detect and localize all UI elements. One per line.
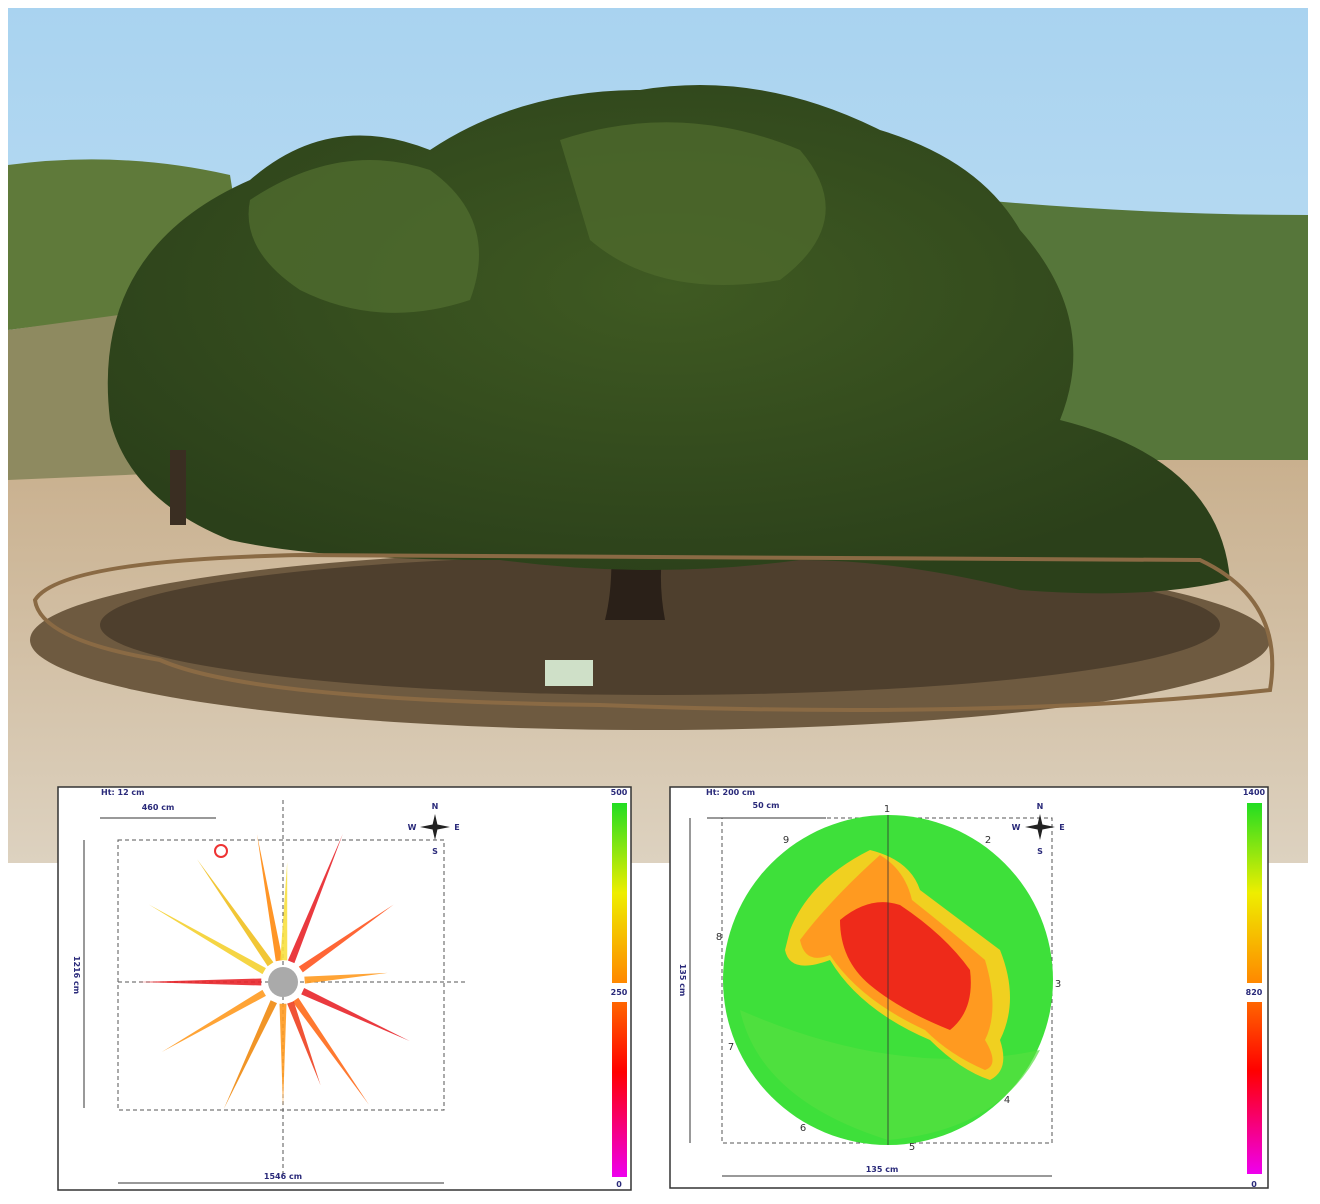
star-spike xyxy=(161,989,266,1052)
y-dimension: 1216 cm xyxy=(72,956,81,994)
star-spike xyxy=(256,834,283,962)
sensor-label: 9 xyxy=(783,835,789,846)
x-dimension: 135 cm xyxy=(866,1165,899,1174)
scale-label: 50 cm xyxy=(753,801,780,810)
height-label: Ht: 200 cm xyxy=(706,788,755,797)
sensor-labels: 1 2 3 4 5 6 7 8 9 xyxy=(716,804,1061,1153)
legend-label: 250 xyxy=(611,988,628,997)
compass-n: N xyxy=(432,802,439,811)
star-spike xyxy=(301,988,410,1042)
legend-label: 1400 xyxy=(1243,788,1266,797)
star-spike xyxy=(298,904,394,973)
legend-label: 0 xyxy=(616,1180,622,1189)
y-dimension: 135 cm xyxy=(678,964,687,997)
sensor-label: 6 xyxy=(800,1123,806,1134)
sensor-label: 7 xyxy=(728,1042,734,1053)
star-spike xyxy=(138,978,262,986)
photo xyxy=(8,8,1308,863)
star-spike xyxy=(287,833,343,964)
compass-s: S xyxy=(432,847,438,856)
sensor-label: 5 xyxy=(909,1142,915,1153)
compass-w: W xyxy=(1012,823,1021,832)
sensor-label: 2 xyxy=(985,835,991,846)
scale-label: 460 cm xyxy=(142,803,175,812)
star-spike xyxy=(287,1001,321,1086)
star-spike xyxy=(148,904,266,975)
star-spike xyxy=(292,997,370,1105)
sensor-label: 1 xyxy=(884,804,890,815)
sensor-label: 4 xyxy=(1004,1095,1010,1106)
compass-e: E xyxy=(454,823,459,832)
legend-label: 820 xyxy=(1246,988,1263,997)
star-spike xyxy=(279,1003,287,1107)
right-panel: Ht: 200 cm 50 cm 135 cm 135 cm N W E S 1… xyxy=(669,786,1269,1189)
legend-label: 0 xyxy=(1251,1180,1257,1189)
decay-star xyxy=(138,833,410,1109)
star-spike xyxy=(196,859,274,967)
star-spike xyxy=(223,1000,277,1109)
height-label: Ht: 12 cm xyxy=(101,788,145,797)
left-panel: Ht: 12 cm 460 cm 1216 cm 1546 cm N W E S… xyxy=(57,786,632,1191)
compass-n: N xyxy=(1037,802,1044,811)
sensor-label: 3 xyxy=(1055,979,1061,990)
compass-w: W xyxy=(408,823,417,832)
star-spike xyxy=(304,972,388,984)
star-spike xyxy=(280,862,288,961)
compass-s: S xyxy=(1037,847,1043,856)
compass-e: E xyxy=(1059,823,1064,832)
legend-label: 500 xyxy=(611,788,628,797)
sensor-label: 8 xyxy=(716,932,722,943)
x-dimension: 1546 cm xyxy=(264,1172,302,1181)
